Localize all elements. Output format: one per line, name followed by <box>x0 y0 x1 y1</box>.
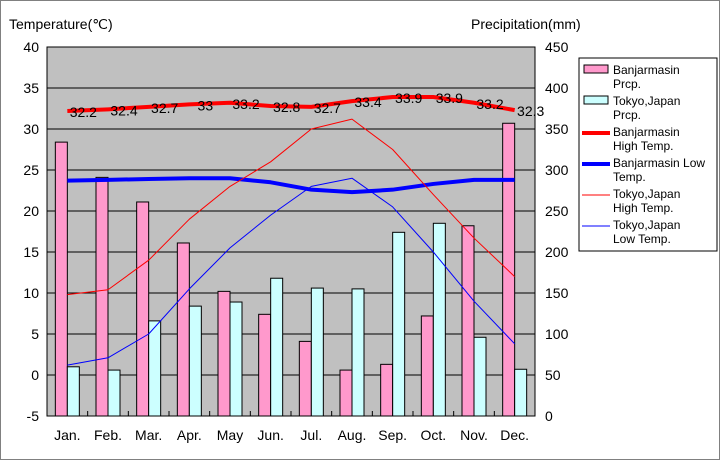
legend-label: Banjarmasin Low <box>613 156 705 170</box>
legend-label: Tokyo,Japan <box>613 187 680 201</box>
legend-label: Prcp. <box>613 108 641 122</box>
line-banjarmasin-low-temp- <box>67 176 515 195</box>
bar-banjarmasin-prcp <box>258 313 272 417</box>
right-tick-label: 200 <box>545 244 569 260</box>
bar-tokyo-prcp <box>188 305 202 417</box>
bar-banjarmasin-prcp <box>217 290 231 417</box>
legend-label: Tokyo,Japan <box>613 218 680 232</box>
right-tick-label: 450 <box>545 39 569 55</box>
left-tick-label: 0 <box>31 367 39 383</box>
x-tick-label: Jul. <box>300 427 322 443</box>
legend-label: Temp. <box>613 170 646 184</box>
bar-banjarmasin-prcp <box>54 141 68 417</box>
line-tokyo-japan-low-temp- <box>67 177 516 366</box>
x-tick-label: Mar. <box>135 427 162 443</box>
bar-tokyo-prcp <box>107 369 121 417</box>
right-tick-label: 250 <box>545 203 569 219</box>
right-axis-label: Precipitation(mm) <box>471 16 581 32</box>
x-tick-label: Dec. <box>500 427 529 443</box>
legend-label: Banjarmasin <box>613 63 680 77</box>
right-tick-label: 0 <box>545 408 553 424</box>
right-tick-label: 50 <box>545 367 561 383</box>
data-label: 33.9 <box>395 90 422 106</box>
left-tick-label: 10 <box>23 285 39 301</box>
legend-label: Low Temp. <box>613 232 671 246</box>
data-label: 33.2 <box>476 96 503 112</box>
legend-swatch <box>583 64 609 74</box>
x-tick-label: Apr. <box>177 427 202 443</box>
x-tick-label: Nov. <box>460 427 488 443</box>
data-label: 32.7 <box>314 100 341 116</box>
line-banjarmasin-high-temp- <box>67 95 516 113</box>
legend-label: High Temp. <box>613 201 673 215</box>
x-tick-label: Sep. <box>378 427 407 443</box>
bar-banjarmasin-prcp <box>176 242 190 417</box>
x-tick-label: Oct. <box>420 427 446 443</box>
data-label: 32.2 <box>70 104 97 120</box>
x-tick-label: Jan. <box>54 427 80 443</box>
x-tick-label: May <box>217 427 243 443</box>
legend-box <box>578 57 718 252</box>
bar-banjarmasin-prcp <box>136 201 150 417</box>
bar-tokyo-prcp <box>229 301 243 417</box>
left-tick-label: 30 <box>23 121 39 137</box>
bar-banjarmasin-prcp <box>380 363 394 417</box>
data-label: 32.7 <box>151 100 178 116</box>
bar-tokyo-prcp <box>270 277 284 417</box>
x-tick-label: Feb. <box>94 427 122 443</box>
data-label: 33.2 <box>232 96 259 112</box>
data-label: 33 <box>198 97 214 113</box>
bar-tokyo-prcp <box>473 336 487 417</box>
bar-banjarmasin-prcp <box>461 225 475 417</box>
left-tick-label: 20 <box>23 203 39 219</box>
data-label: 33.9 <box>436 90 463 106</box>
data-label: 32.8 <box>273 99 300 115</box>
left-tick-label: 25 <box>23 162 39 178</box>
bar-banjarmasin-prcp <box>339 369 353 417</box>
legend-label: Prcp. <box>613 77 641 91</box>
left-tick-label: -5 <box>27 408 40 424</box>
bar-banjarmasin-prcp <box>420 315 434 417</box>
bar-banjarmasin-prcp <box>298 340 312 417</box>
legend-label: Tokyo,Japan <box>613 94 680 108</box>
right-tick-label: 100 <box>545 326 569 342</box>
bar-tokyo-prcp <box>514 368 528 417</box>
line-tokyo-japan-high-temp- <box>67 118 516 296</box>
data-label: 33.4 <box>354 94 381 110</box>
right-tick-label: 150 <box>545 285 569 301</box>
data-label: 32.3 <box>517 103 544 119</box>
legend-swatch <box>583 95 609 105</box>
right-tick-label: 350 <box>545 121 569 137</box>
bar-tokyo-prcp <box>432 222 446 417</box>
bar-tokyo-prcp <box>310 287 324 417</box>
bar-tokyo-prcp <box>148 320 162 417</box>
right-tick-label: 300 <box>545 162 569 178</box>
bar-banjarmasin-prcp <box>502 122 516 417</box>
left-tick-label: 15 <box>23 244 39 260</box>
left-axis-label: Temperature(℃) <box>9 16 113 32</box>
bar-tokyo-prcp <box>392 231 406 417</box>
bar-tokyo-prcp <box>351 288 365 417</box>
x-tick-label: Aug. <box>338 427 367 443</box>
data-label: 32.4 <box>110 102 137 118</box>
bar-tokyo-prcp <box>66 366 80 417</box>
left-tick-label: 40 <box>23 39 39 55</box>
x-tick-label: Jun. <box>257 427 283 443</box>
legend-label: Banjarmasin <box>613 125 680 139</box>
left-tick-label: 5 <box>31 326 39 342</box>
right-tick-label: 400 <box>545 80 569 96</box>
bar-banjarmasin-prcp <box>95 176 109 417</box>
legend-label: High Temp. <box>613 139 673 153</box>
left-tick-label: 35 <box>23 80 39 96</box>
